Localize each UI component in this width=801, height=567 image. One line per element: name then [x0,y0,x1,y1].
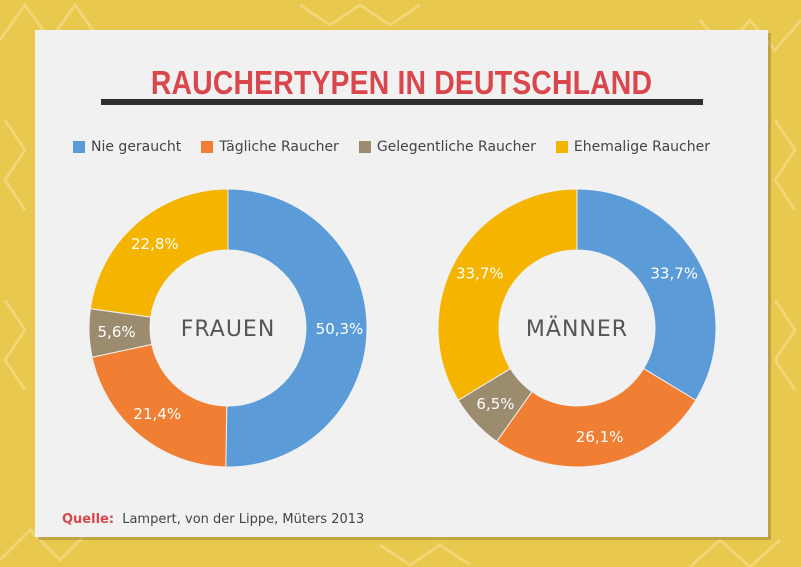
donut-charts: 50,3% 21,4% 5,6% 22,8% FRAUEN 33,7% 26,1% 6,5% 3… [88,188,717,468]
legend-swatch [201,141,214,153]
source-note: Quelle: Lampert, von der Lippe, Müters 2… [62,512,364,527]
slice-label: 33,7% [650,264,698,282]
donut-slice-maenner-1 [496,367,697,468]
legend-item-ehemalige-raucher: Ehemalige Raucher [555,139,710,155]
slice-label: 33,7% [456,264,504,282]
donut-center-label: MÄNNER [526,316,628,342]
donut-slice-maenner-0 [576,188,717,401]
legend-item-taegliche-raucher: Tägliche Raucher [201,139,339,155]
legend-swatch [358,141,371,153]
slice-label: 50,3% [316,320,364,338]
infographic-card: RAUCHERTYPEN IN DEUTSCHLAND Nie geraucht… [35,30,768,537]
source-label: Quelle: [62,512,115,527]
legend-swatch [555,141,568,153]
legend-label: Gelegentliche Raucher [376,139,536,155]
donut-slice-maenner-3 [437,188,578,401]
slice-label: 22,8% [131,235,179,253]
legend-label: Tägliche Raucher [219,139,339,155]
slice-label: 6,5% [476,395,514,413]
slice-label: 21,4% [133,405,181,423]
legend-label: Nie geraucht [91,139,182,155]
donut-slice-frauen-1 [91,343,228,468]
legend: Nie geraucht Tägliche Raucher Gelegentli… [73,138,710,156]
source-text: Lampert, von der Lippe, Müters 2013 [122,512,365,527]
donut-slice-frauen-0 [225,188,368,468]
slice-label: 5,6% [98,323,136,341]
slice-label: 26,1% [576,428,624,446]
legend-item-nie-geraucht: Nie geraucht [73,139,181,155]
legend-label: Ehemalige Raucher [573,139,710,155]
legend-item-gelegentliche-raucher: Gelegentliche Raucher [358,139,536,155]
chart-title: RAUCHERTYPEN IN DEUTSCHLAND [150,64,653,101]
donut-center-label: FRAUEN [181,317,276,342]
legend-swatch [73,141,85,153]
donut-slice-frauen-3 [89,188,229,318]
title-underline [101,99,703,105]
